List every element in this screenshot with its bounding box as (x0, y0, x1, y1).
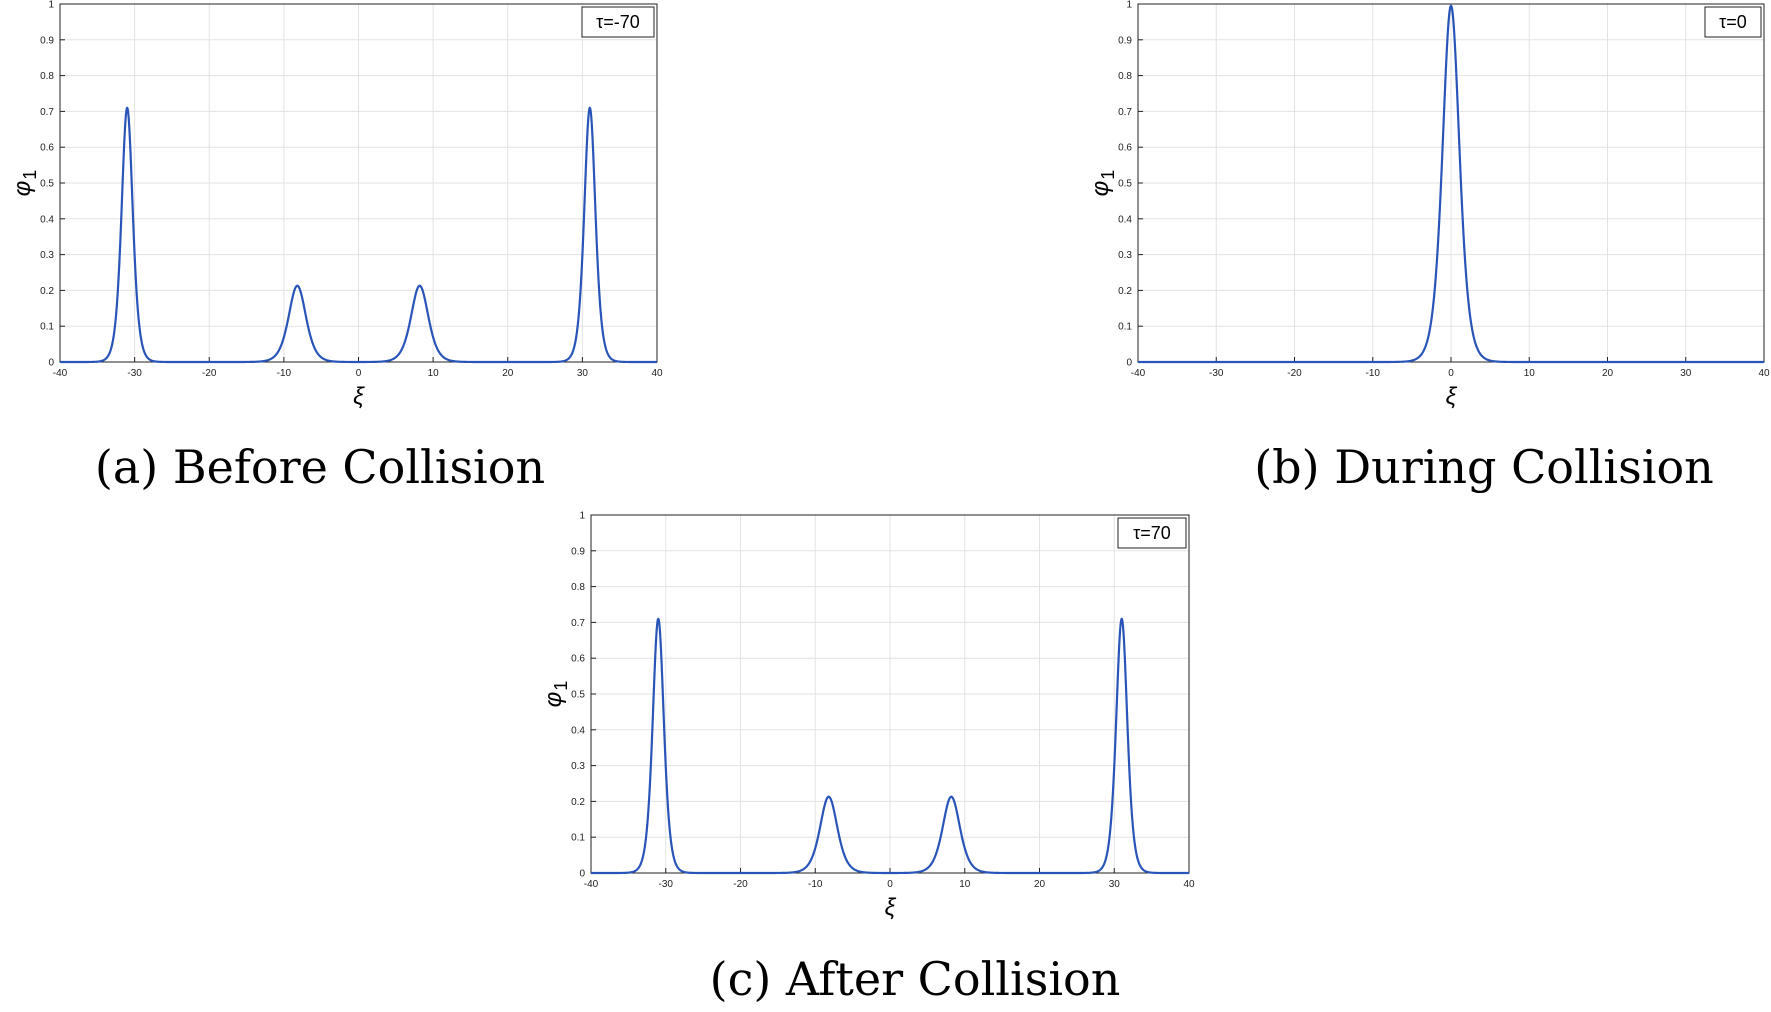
x-tick-label: 30 (1109, 879, 1121, 890)
tau-legend-label: τ=-70 (596, 12, 640, 32)
y-tick-label: 0.1 (1118, 322, 1132, 333)
y-tick-label: 0 (48, 358, 54, 369)
x-tick-label: -10 (277, 368, 292, 379)
y-tick-label: 0.2 (1118, 286, 1132, 297)
y-tick-label: 0.3 (1118, 250, 1132, 261)
y-axis-label: φ1 (9, 170, 40, 197)
y-tick-label: 0.2 (40, 286, 54, 297)
y-tick-label: 0.4 (1118, 214, 1132, 225)
y-tick-label: 0.6 (40, 143, 54, 154)
chart-before-collision: -40 -30 -20 -10 0 10 20 30 40 0 0.1 0.2 0.3 0.4 0.5 0.6… (9, 0, 663, 410)
y-tick-label: 0.6 (571, 654, 585, 665)
chart-after-collision: -40 -30 -20 -10 0 10 20 30 40 0 0.1 0.2 0.3 0.4 0.5 0.6… (540, 511, 1195, 922)
caption-before-collision: (a) Before Collision (94, 440, 546, 494)
y-axis-label-subscript: 1 (1098, 170, 1118, 180)
y-tick-label: 0.9 (571, 546, 585, 557)
x-tick-label: -10 (1366, 368, 1381, 379)
y-tick-label: 0.7 (571, 618, 585, 629)
tau-legend-label: τ=70 (1133, 523, 1171, 543)
y-axis-label-symbol: φ1 (1095, 170, 1118, 197)
x-tick-label: -30 (1209, 368, 1224, 379)
x-tick-label: -40 (1131, 368, 1146, 379)
x-tick-label: 30 (1680, 368, 1692, 379)
y-tick-label: 0.9 (1118, 35, 1132, 46)
x-tick-label: -40 (53, 368, 68, 379)
y-axis-label-subscript: 1 (551, 681, 571, 691)
y-tick-label: 0.3 (571, 761, 585, 772)
x-tick-label: 40 (1758, 368, 1770, 379)
y-tick-label: 0.3 (40, 250, 54, 261)
y-tick-label: 0.8 (1118, 71, 1132, 82)
y-tick-label: 0.4 (40, 214, 54, 225)
y-tick-label: 0.5 (1118, 179, 1132, 190)
y-tick-label: 0.8 (40, 71, 54, 82)
x-axis-label: ξ (885, 894, 897, 921)
y-tick-label: 0.4 (571, 725, 585, 736)
x-tick-label: 10 (428, 368, 440, 379)
x-tick-label: 10 (1524, 368, 1536, 379)
y-axis-label: φ1 (540, 681, 571, 708)
y-tick-label: 0.5 (40, 179, 54, 190)
x-tick-label: 0 (356, 368, 362, 379)
x-tick-label: 40 (1183, 879, 1195, 890)
y-axis-label: φ1 (1095, 170, 1118, 197)
x-tick-label: 30 (577, 368, 589, 379)
y-tick-label: 1 (48, 0, 54, 11)
y-tick-label: 0.1 (40, 322, 54, 333)
series-line (1137, 4, 1765, 364)
x-tick-label: -10 (808, 879, 823, 890)
x-tick-label: -20 (202, 368, 217, 379)
x-tick-label: -40 (584, 879, 599, 890)
y-axis-label-symbol: φ1 (9, 170, 40, 197)
tau-legend-box (581, 6, 655, 38)
y-axis-label-symbol: φ1 (540, 681, 571, 708)
x-tick-label: 10 (959, 879, 971, 890)
x-tick-label: 20 (502, 368, 514, 379)
x-axis-label: ξ (353, 383, 365, 410)
y-tick-label: 1 (1126, 0, 1132, 11)
series-line (590, 617, 1190, 875)
x-tick-label: 20 (1034, 879, 1046, 890)
y-tick-label: 0.5 (571, 690, 585, 701)
y-tick-label: 0.7 (1118, 107, 1132, 118)
y-tick-label: 1 (579, 511, 585, 522)
x-tick-label: -20 (1287, 368, 1302, 379)
caption-after-collision: (c) After Collision (709, 952, 1121, 1006)
y-tick-label: 0 (579, 869, 585, 880)
series-line (59, 106, 658, 364)
tau-legend-box (1704, 6, 1762, 38)
caption-during-collision: (b) During Collision (1254, 440, 1714, 494)
y-tick-label: 0.9 (40, 35, 54, 46)
x-tick-label: 20 (1602, 368, 1614, 379)
x-tick-label: -30 (659, 879, 674, 890)
x-tick-label: -20 (733, 879, 748, 890)
y-tick-label: 0.1 (571, 833, 585, 844)
y-tick-label: 0.8 (571, 582, 585, 593)
x-tick-label: -30 (127, 368, 142, 379)
y-tick-label: 0 (1126, 358, 1132, 369)
x-tick-label: 0 (887, 879, 893, 890)
y-axis-label-subscript: 1 (20, 170, 40, 180)
x-tick-label: 0 (1448, 368, 1454, 379)
y-tick-label: 0.2 (571, 797, 585, 808)
y-tick-label: 0.6 (1118, 143, 1132, 154)
tau-legend-label: τ=0 (1719, 12, 1747, 32)
chart-during-collision: -40 -30 -20 -10 0 10 20 30 40 0 0.1 0.2 0.3 0.4 0.5 0.6… (1095, 0, 1770, 410)
x-tick-label: 40 (651, 368, 663, 379)
tau-legend-box (1117, 517, 1187, 549)
y-tick-label: 0.7 (40, 107, 54, 118)
x-axis-label: ξ (1446, 383, 1458, 410)
